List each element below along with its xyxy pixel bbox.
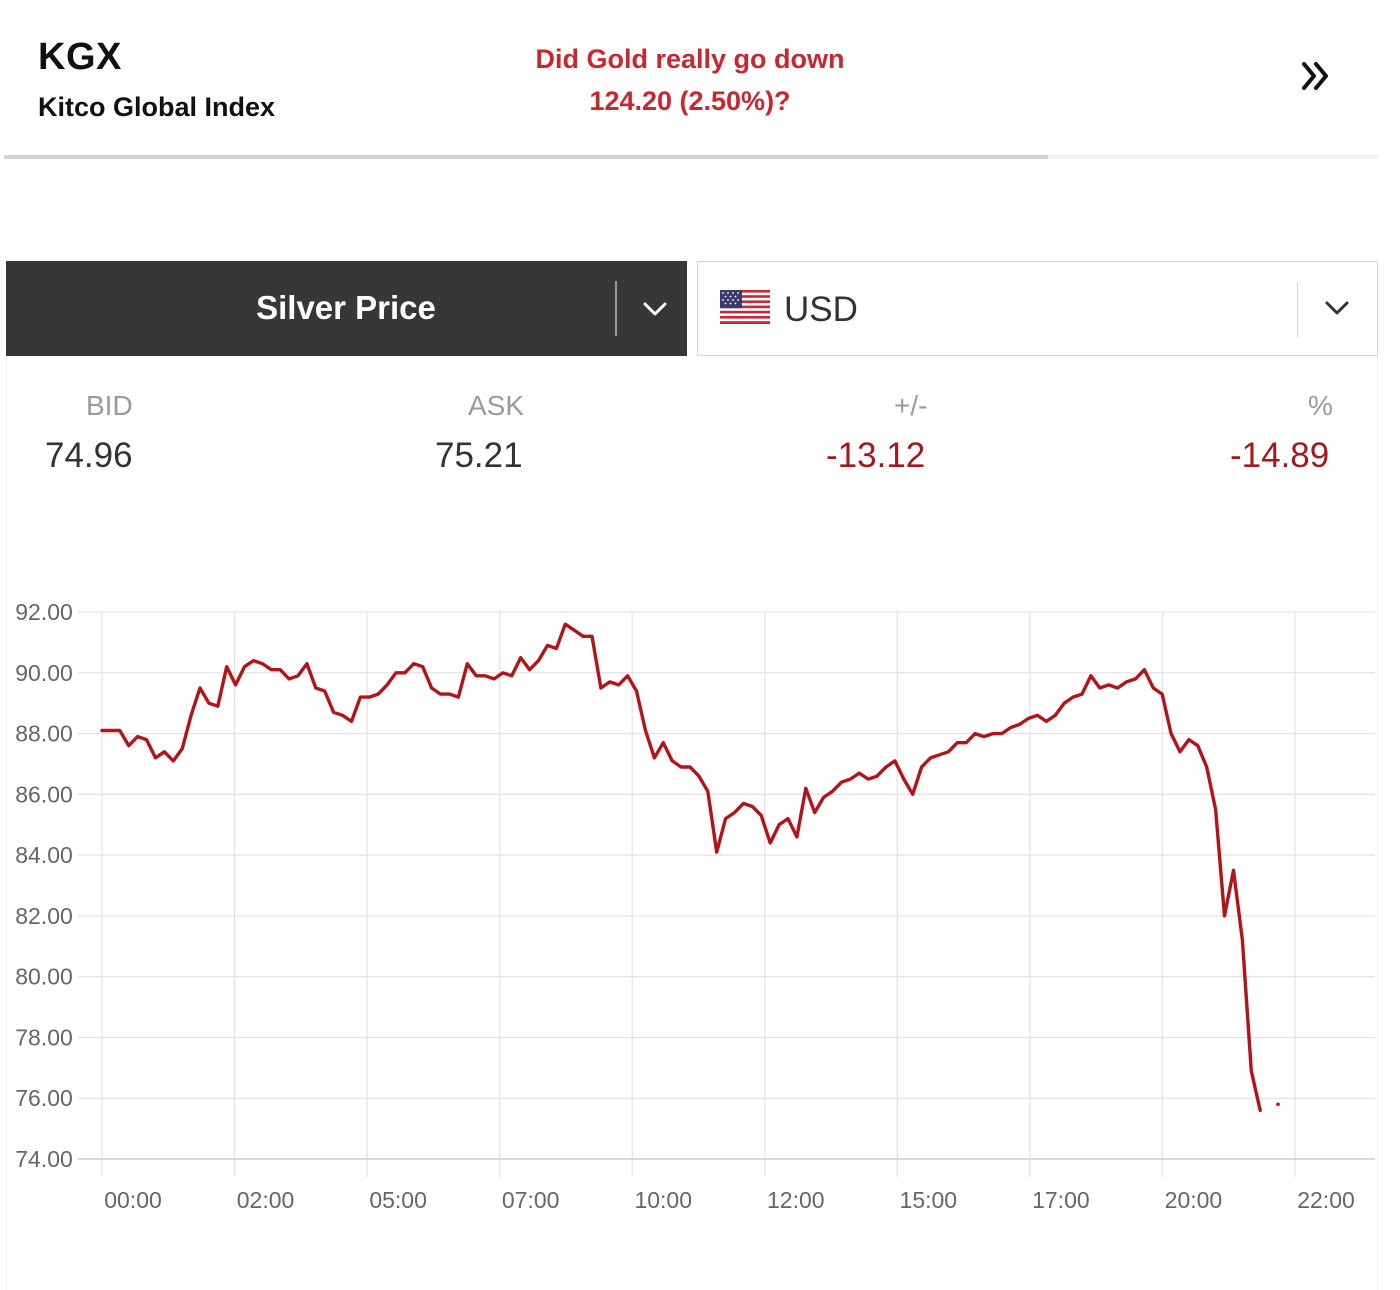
kgx-banner: KGX Kitco Global Index Did Gold really g… — [0, 0, 1400, 170]
y-tick-label: 82.00 — [15, 903, 73, 929]
last-price-point — [1276, 1102, 1280, 1107]
x-tick-label: 10:00 — [634, 1187, 692, 1213]
carousel-progress-track — [4, 155, 1378, 159]
chevron-down-icon[interactable] — [640, 297, 670, 321]
divider — [615, 281, 617, 336]
bid-label: BID — [86, 390, 133, 421]
change-label: +/- — [894, 390, 928, 421]
y-tick-label: 84.00 — [15, 842, 73, 868]
y-tick-label: 90.00 — [15, 660, 73, 686]
ask-value: 75.21 — [435, 436, 523, 475]
ask-label: ASK — [468, 390, 525, 421]
kgx-name[interactable]: Kitco Global Index — [38, 92, 276, 122]
x-tick-label: 15:00 — [900, 1187, 958, 1213]
y-tick-label: 86.00 — [15, 781, 73, 807]
kgx-question-line2[interactable]: 124.20 (2.50%)? — [589, 86, 791, 116]
divider — [1297, 282, 1298, 337]
price-line-series — [102, 624, 1280, 1110]
y-tick-label: 92.00 — [15, 599, 73, 625]
chart-grid — [78, 611, 1375, 1177]
double-chevron-right-icon[interactable] — [1296, 56, 1340, 96]
quote-panel — [6, 356, 1378, 1290]
us-flag-icon — [720, 290, 770, 324]
x-tick-label: 00:00 — [104, 1187, 162, 1213]
x-tick-label: 02:00 — [237, 1187, 295, 1213]
metal-select-dropdown[interactable]: Silver Price — [6, 261, 687, 356]
currency-select-dropdown[interactable]: USD — [697, 261, 1378, 356]
percent-label: % — [1308, 390, 1333, 421]
y-tick-label: 80.00 — [15, 964, 73, 990]
x-tick-label: 05:00 — [369, 1187, 427, 1213]
x-tick-label: 17:00 — [1032, 1187, 1090, 1213]
carousel-progress-fill — [4, 155, 1049, 159]
change-value: -13.12 — [826, 436, 926, 475]
y-axis: 92.00 90.00 88.00 86.00 84.00 82.00 80.00 78.00… — [15, 599, 73, 1172]
x-tick-label: 07:00 — [502, 1187, 560, 1213]
kgx-question-line1[interactable]: Did Gold really go down — [535, 44, 845, 74]
x-tick-label: 20:00 — [1165, 1187, 1223, 1213]
x-axis: 00:00 02:00 05:00 07:00 10:00 12:00 15:00 17:00… — [104, 1187, 1355, 1213]
bid-value: 74.96 — [45, 436, 133, 475]
x-tick-label: 22:00 — [1297, 1187, 1355, 1213]
kgx-question-link[interactable]: Did Gold really go down 124.20 (2.50%)? — [470, 38, 910, 122]
y-tick-label: 88.00 — [15, 721, 73, 747]
kgx-code[interactable]: KGX — [38, 36, 122, 78]
percent-value: -14.89 — [1230, 436, 1330, 475]
currency-select-label: USD — [784, 290, 858, 329]
chevron-down-icon[interactable] — [1322, 296, 1352, 320]
y-tick-label: 74.00 — [15, 1146, 73, 1172]
y-tick-label: 78.00 — [15, 1024, 73, 1050]
x-tick-label: 12:00 — [767, 1187, 825, 1213]
silver-price-chart[interactable]: 92.00 90.00 88.00 86.00 84.00 82.00 80.00 78.00… — [0, 590, 1400, 1230]
y-tick-label: 76.00 — [15, 1085, 73, 1111]
metal-select-label: Silver Price — [256, 289, 436, 326]
